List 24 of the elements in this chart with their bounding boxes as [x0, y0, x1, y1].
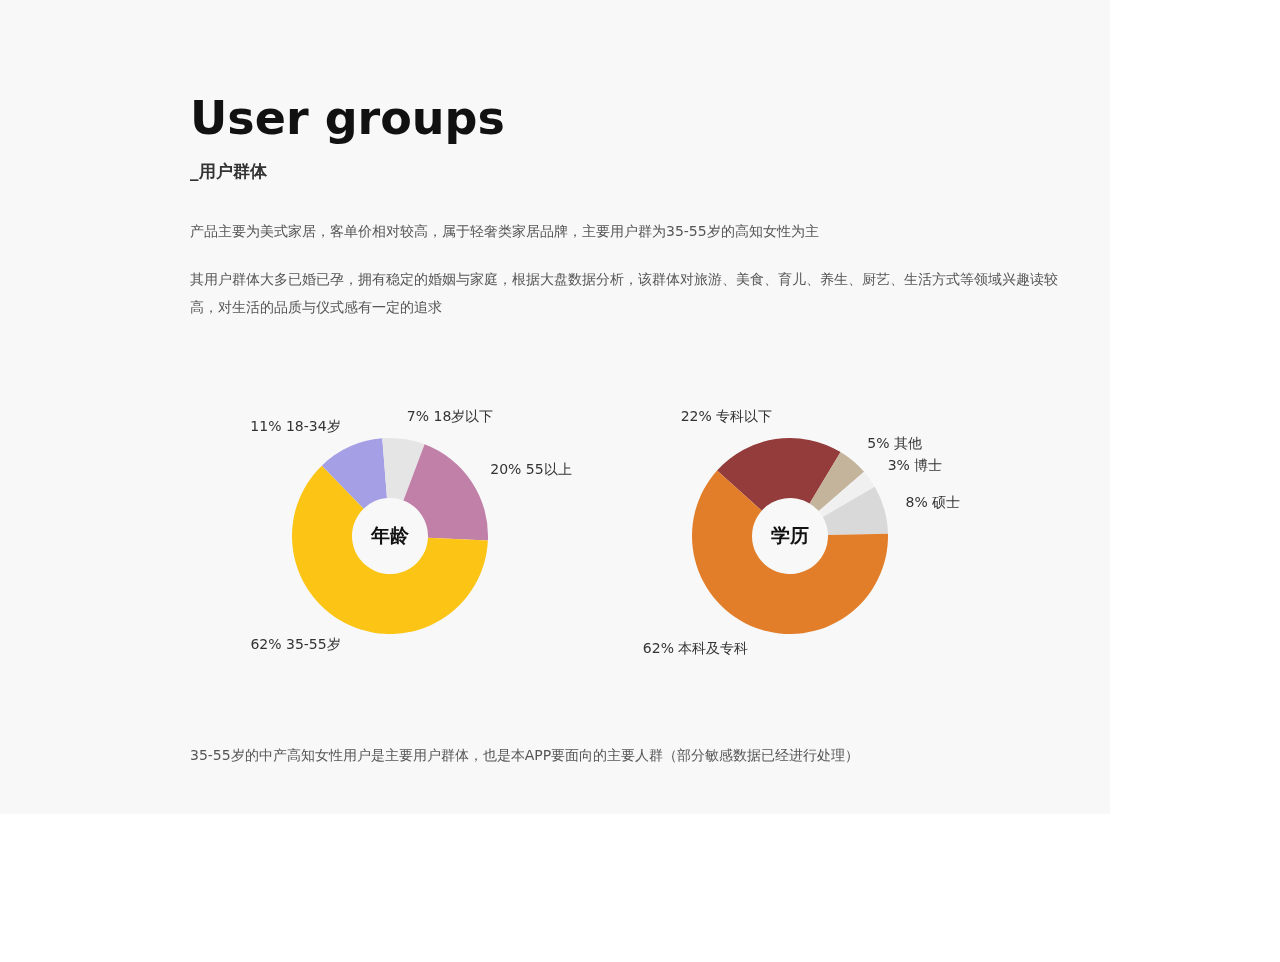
- donut-slice: [818, 471, 875, 517]
- donut-slice: [822, 486, 888, 536]
- slice-label: 62% 35-55岁: [250, 636, 341, 653]
- donut-slice: [809, 452, 865, 512]
- donut-slice: [692, 470, 888, 634]
- slice-label: 5% 其他: [867, 435, 922, 452]
- text: 产品主要为美式家居，客单价相对较高，属于轻奢类家居品牌，主要用户群为35-55岁的高知女性为主: [190, 223, 819, 239]
- slice-label: 11% 18-34岁: [250, 417, 341, 434]
- donut-slice: [717, 438, 841, 511]
- slice-label: 20% 55以上: [490, 461, 572, 478]
- text: 35-55岁的中产高知女性用户是主要用户群体，也是本APP要面向的主要人群（部分敏感数据已经进行处理）: [190, 747, 860, 763]
- text: _用户群体: [190, 161, 268, 181]
- donut-slice: [382, 438, 425, 501]
- slice-label: 22% 专科以下: [680, 408, 773, 425]
- text: 其用户群体大多已婚已孕，拥有稳定的婚姻与家庭，根据大盘数据分析，该群体对旅游、美食、育儿、养生、厨艺、生活方式等领域兴趣读较高，对生活的品质与仪式感有一定的追求: [190, 271, 1058, 315]
- text: 年龄: [370, 524, 410, 546]
- slice-label: 62% 本科及专科: [642, 639, 749, 656]
- slice-label: 8% 硕士: [905, 494, 961, 511]
- text: 学历: [771, 524, 809, 546]
- donut-slice: [292, 465, 488, 634]
- donut-slice: [321, 438, 388, 509]
- slice-label: 3% 博士: [887, 457, 943, 474]
- slice-label: 7% 18岁以下: [406, 408, 494, 425]
- text: User groups: [190, 91, 505, 145]
